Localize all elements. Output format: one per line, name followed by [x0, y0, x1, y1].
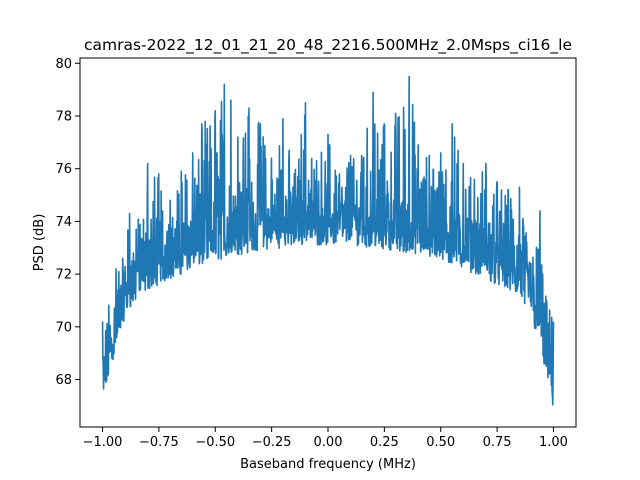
axes-frame: [79, 57, 577, 428]
plot-area: [101, 75, 555, 406]
chart-title: camras-2022_12_01_21_20_48_2216.500MHz_2…: [84, 36, 572, 55]
x-tick-label: −1.00: [83, 435, 123, 450]
y-tick-label: 72: [55, 268, 72, 283]
y-tick-label: 68: [55, 373, 72, 388]
x-tick-label: 0.25: [370, 435, 399, 450]
x-tick-label: −0.75: [139, 435, 179, 450]
x-tick-label: 0.00: [314, 435, 343, 450]
y-tick-label: 78: [55, 109, 72, 124]
y-tick-label: 80: [55, 57, 72, 72]
x-tick-label: −0.25: [252, 435, 292, 450]
x-axis-ticks: −1.00 −0.75 −0.50 −0.25 0.00 0.25 0.50 0.75 1.00: [83, 427, 568, 450]
y-axis-ticks: 68 70 72 74 76 78 80: [55, 57, 80, 388]
x-tick-label: 0.50: [426, 435, 455, 450]
y-tick-label: 74: [55, 215, 72, 230]
x-tick-label: 0.75: [483, 435, 512, 450]
psd-series-line: [101, 75, 555, 406]
x-tick-label: −0.50: [195, 435, 235, 450]
y-tick-label: 70: [55, 320, 72, 335]
y-axis-label: PSD (dB): [32, 214, 47, 272]
x-axis-label: Baseband frequency (MHz): [240, 457, 416, 472]
x-tick-label: 1.00: [539, 435, 568, 450]
y-tick-label: 76: [55, 162, 72, 177]
